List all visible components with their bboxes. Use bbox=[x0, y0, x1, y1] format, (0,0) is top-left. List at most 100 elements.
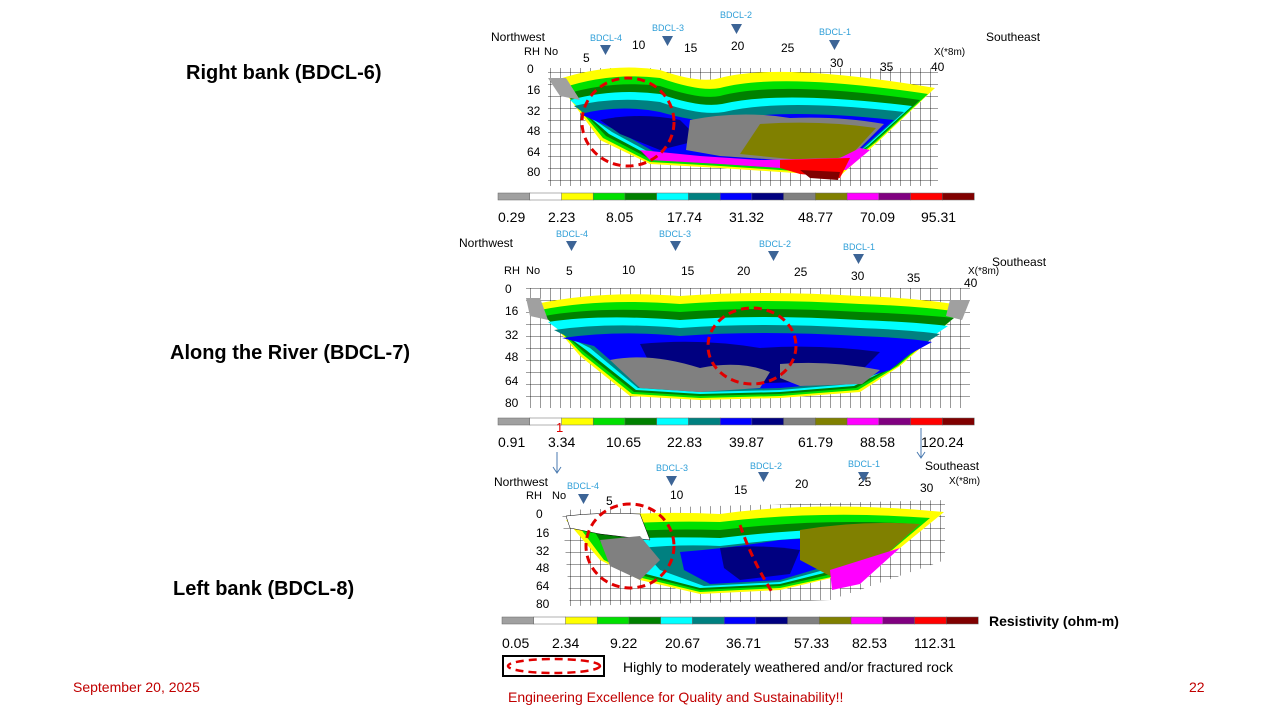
color-swatch bbox=[688, 192, 721, 201]
depth-tick: 0 bbox=[527, 62, 534, 76]
x-unit-label: X(*8m) bbox=[934, 47, 965, 58]
northwest-label: Northwest bbox=[491, 30, 546, 44]
resistivity-section bbox=[526, 293, 970, 400]
footer-tagline: Engineering Excellence for Quality and S… bbox=[508, 689, 844, 705]
scale-value: 95.31 bbox=[921, 209, 956, 225]
resistivity-section bbox=[565, 506, 944, 594]
color-swatch bbox=[660, 616, 693, 625]
depth-tick: 0 bbox=[505, 282, 512, 296]
x-ticks: 5 10 15 20 25 30 bbox=[606, 475, 934, 508]
x-tick: 10 bbox=[670, 488, 684, 502]
scale-values: 0.29 2.23 8.05 17.74 31.32 48.77 70.09 9… bbox=[498, 209, 956, 225]
x-ticks: 5 10 15 20 25 30 35 40 bbox=[583, 38, 945, 74]
no-label: No bbox=[526, 265, 540, 277]
x-tick: 15 bbox=[681, 264, 695, 278]
x-tick: 40 bbox=[964, 276, 978, 290]
color-swatch bbox=[910, 192, 943, 201]
scale-value: 3.34 bbox=[548, 434, 575, 450]
depth-tick: 0 bbox=[536, 507, 543, 521]
color-swatch bbox=[783, 417, 816, 426]
legend-box bbox=[502, 655, 605, 677]
depth-tick: 80 bbox=[505, 396, 519, 410]
weathered-zone-ellipse bbox=[580, 76, 676, 168]
color-swatch bbox=[624, 192, 658, 201]
color-swatch bbox=[723, 616, 757, 625]
x-tick: 15 bbox=[684, 41, 698, 55]
color-swatch bbox=[910, 417, 943, 426]
color-swatch bbox=[497, 417, 531, 426]
color-swatch bbox=[846, 417, 880, 426]
southeast-label: Southeast bbox=[992, 255, 1047, 269]
borehole-marker-icon bbox=[578, 494, 589, 504]
scale-value: 10.65 bbox=[606, 434, 641, 450]
boreholes: BDCL-4 BDCL-3 BDCL-2 BDCL-1 bbox=[567, 459, 880, 504]
x-tick: 40 bbox=[931, 60, 945, 74]
borehole-label: BDCL-1 bbox=[843, 242, 875, 252]
scale-value: 31.32 bbox=[729, 209, 764, 225]
legend-text: Highly to moderately weathered and/or fr… bbox=[623, 659, 953, 675]
scale-value: 70.09 bbox=[860, 209, 895, 225]
profile-left-bank: Northwest Southeast RH No X(*8m) 5 10 15… bbox=[494, 459, 980, 651]
color-swatch bbox=[497, 192, 531, 201]
borehole-marker-icon bbox=[666, 476, 677, 486]
borehole-marker-icon bbox=[600, 45, 611, 55]
color-swatch bbox=[882, 616, 916, 625]
color-swatch bbox=[819, 616, 852, 625]
scale-value: 17.74 bbox=[667, 209, 702, 225]
color-swatch bbox=[656, 192, 689, 201]
scale-value: 88.58 bbox=[860, 434, 895, 450]
depth-tick: 48 bbox=[505, 350, 519, 364]
scale-value: 112.31 bbox=[914, 635, 956, 651]
scale-value: 120.24 bbox=[921, 434, 964, 450]
scale-value: 57.33 bbox=[794, 635, 829, 651]
resistivity-color-bar bbox=[501, 616, 979, 625]
scale-value: 2.23 bbox=[548, 209, 575, 225]
rh-label: RH bbox=[524, 46, 540, 58]
borehole-label: BDCL-1 bbox=[819, 27, 851, 37]
scale-value: 8.05 bbox=[606, 209, 633, 225]
borehole-marker-icon bbox=[829, 40, 840, 50]
depth-tick: 80 bbox=[527, 165, 541, 179]
borehole-marker-icon bbox=[853, 254, 864, 264]
color-swatch bbox=[751, 417, 785, 426]
boreholes: BDCL-4 BDCL-3 BDCL-2 BDCL-1 bbox=[590, 10, 851, 55]
footer-date: September 20, 2025 bbox=[73, 679, 200, 695]
depth-tick: 64 bbox=[536, 579, 550, 593]
rh-label: RH bbox=[526, 490, 542, 502]
depth-tick: 16 bbox=[527, 83, 541, 97]
color-swatch bbox=[592, 192, 626, 201]
legend-ellipse-icon bbox=[506, 657, 602, 675]
depth-tick: 48 bbox=[536, 561, 550, 575]
color-swatch bbox=[719, 417, 753, 426]
depth-ticks: 0 16 32 48 64 80 bbox=[505, 282, 519, 410]
x-tick: 20 bbox=[795, 477, 809, 491]
boreholes: BDCL-4 BDCL-3 BDCL-2 BDCL-1 bbox=[556, 229, 875, 264]
x-tick: 5 bbox=[566, 264, 573, 278]
color-swatch bbox=[815, 417, 848, 426]
color-swatch bbox=[942, 192, 975, 201]
color-swatch bbox=[946, 616, 979, 625]
resistivity-unit-label: Resistivity (ohm-m) bbox=[989, 613, 1119, 629]
borehole-label: BDCL-4 bbox=[567, 481, 599, 491]
borehole-marker-icon bbox=[858, 472, 869, 482]
depth-tick: 32 bbox=[527, 104, 541, 118]
scale-value: 9.22 bbox=[610, 635, 637, 651]
color-swatch bbox=[596, 616, 630, 625]
depth-tick: 32 bbox=[536, 544, 550, 558]
scale-value: 39.87 bbox=[729, 434, 764, 450]
borehole-label: BDCL-3 bbox=[659, 229, 691, 239]
borehole-marker-icon bbox=[670, 241, 681, 251]
resistivity-color-bar bbox=[497, 417, 975, 426]
borehole-label: BDCL-3 bbox=[652, 23, 684, 33]
depth-tick: 48 bbox=[527, 124, 541, 138]
borehole-label: BDCL-2 bbox=[759, 239, 791, 249]
x-unit-label: X(*8m) bbox=[949, 476, 980, 487]
color-swatch bbox=[561, 417, 594, 426]
connector-arrow bbox=[552, 452, 562, 474]
scale-value: 36.71 bbox=[726, 635, 761, 651]
color-swatch bbox=[501, 616, 535, 625]
page-number: 22 bbox=[1189, 679, 1205, 695]
southeast-label: Southeast bbox=[986, 30, 1041, 44]
depth-tick: 16 bbox=[536, 526, 550, 540]
